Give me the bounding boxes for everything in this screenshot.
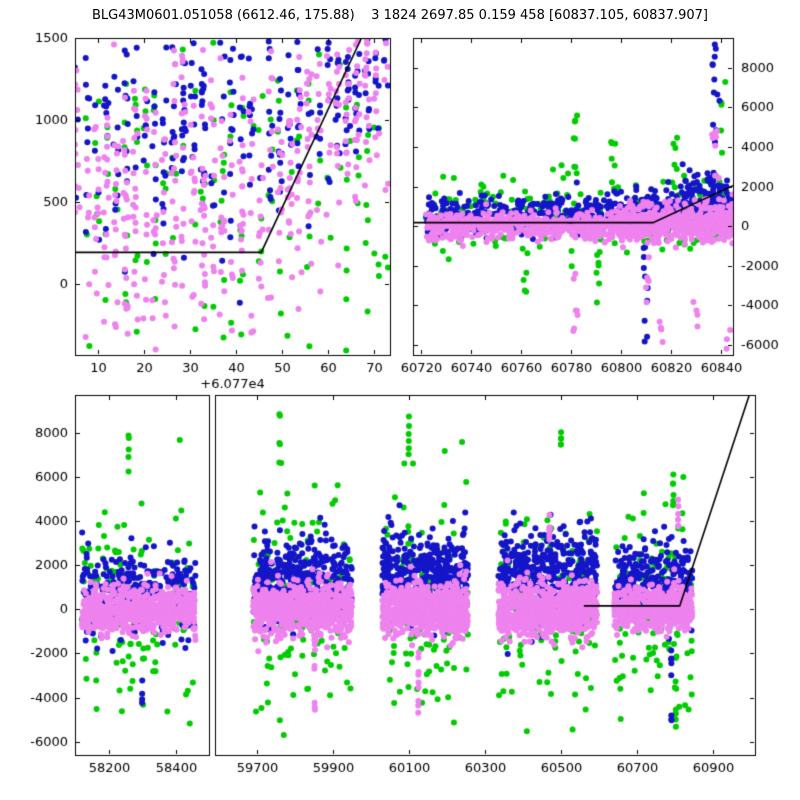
figure-title: BLG43M0601.051058 (6612.46, 175.88) 3 18… — [92, 8, 708, 23]
